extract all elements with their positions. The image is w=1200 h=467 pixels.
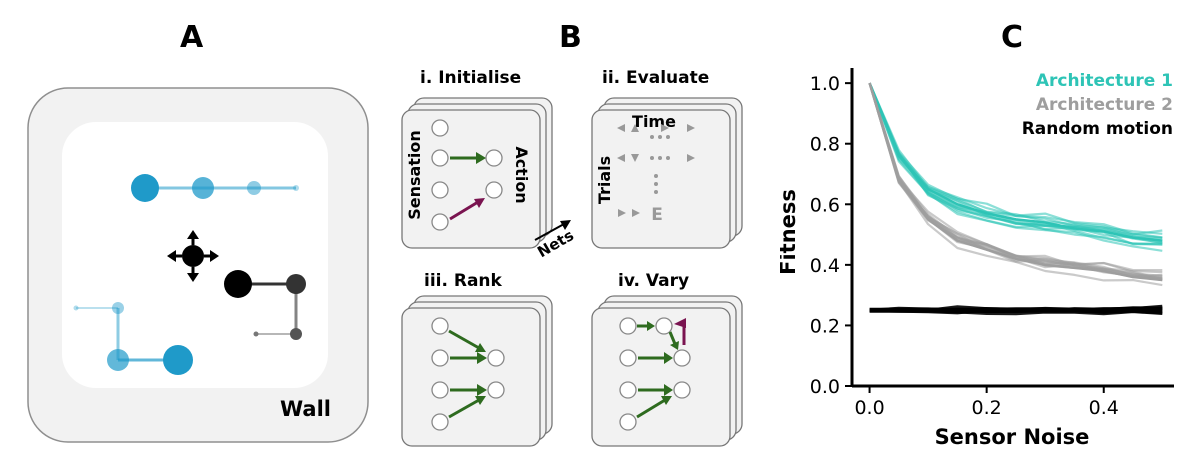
series-run-line-2	[868, 82, 1163, 272]
y-tick-label: 0.8	[810, 134, 840, 156]
nets-arrow	[534, 220, 571, 241]
card-stack-initialise	[401, 97, 553, 249]
series-line-2	[868, 82, 1163, 282]
sensation-label: Sensation	[405, 130, 424, 220]
y-tick-label: 0.2	[810, 315, 840, 337]
y-axis-label: Fitness	[780, 189, 800, 275]
card-stack-evaluate	[591, 97, 743, 249]
y-tick-label: 0.4	[810, 255, 840, 277]
legend-entry-1: Architecture 1	[1036, 71, 1173, 91]
chart-ticks: 0.0 0.2 0.4 0.6 0.8 1.0 0.0 0.2 0.4	[810, 73, 1119, 419]
end-marker: E	[651, 205, 663, 225]
series-run-line-1	[868, 82, 1163, 235]
panel-c-label: C	[1001, 20, 1024, 55]
step-evaluate-title: ii. Evaluate	[602, 68, 709, 88]
legend-entry-2: Architecture 2	[1036, 95, 1173, 115]
panel-a-label: A	[180, 20, 204, 55]
move-arrows-icon	[167, 230, 219, 282]
card-stack-vary	[591, 295, 743, 447]
agent-position-2	[192, 177, 214, 199]
y-tick-label: 0.6	[810, 194, 840, 216]
y-tick-label: 0.0	[810, 376, 840, 398]
panel-b-evolution-diagram: i. Initialise Sensation Action Nets ii. …	[401, 68, 743, 447]
y-tick-label: 1.0	[810, 73, 840, 95]
panel-a-arena: Wall	[27, 87, 369, 443]
x-axis-label: Sensor Noise	[935, 425, 1090, 449]
legend-entry-3: Random motion	[1022, 119, 1173, 139]
trial-grid	[617, 124, 695, 217]
action-label: Action	[512, 146, 531, 203]
x-tick-label: 0.2	[972, 397, 1002, 419]
agent-position-current	[163, 345, 193, 375]
fitness-chart: 0.0 0.2 0.4 0.6 0.8 1.0 0.0 0.2 0.4 Sensor Noise…	[780, 68, 1174, 449]
wall-label: Wall	[280, 397, 331, 421]
agent-trail-dark	[224, 270, 306, 340]
agent-position-1	[131, 174, 159, 202]
x-tick-label: 0.4	[1089, 397, 1119, 419]
step-initialise-title: i. Initialise	[420, 68, 521, 88]
step-vary-title: iv. Vary	[618, 271, 689, 291]
initial-network	[431, 119, 503, 231]
series-run-line-1	[868, 82, 1163, 252]
x-tick-label: 0.0	[854, 397, 884, 419]
ranked-network	[431, 317, 505, 431]
agent-position-4	[293, 185, 299, 191]
chart-axes	[850, 68, 1174, 388]
varied-network	[619, 317, 691, 431]
agent-trail-bottom	[73, 302, 193, 375]
chart-series-lines	[868, 82, 1163, 316]
chart-legend: Architecture 1 Architecture 2 Random motio…	[1022, 71, 1173, 139]
step-rank-title: iii. Rank	[424, 271, 503, 291]
agent-position-3	[247, 181, 261, 195]
trials-label: Trials	[595, 156, 614, 204]
card-stack-rank	[401, 295, 553, 447]
panel-b-label: B	[559, 20, 582, 55]
time-label: Time	[632, 112, 676, 131]
series-line-1	[868, 82, 1163, 242]
agent-trail-top	[131, 174, 299, 202]
